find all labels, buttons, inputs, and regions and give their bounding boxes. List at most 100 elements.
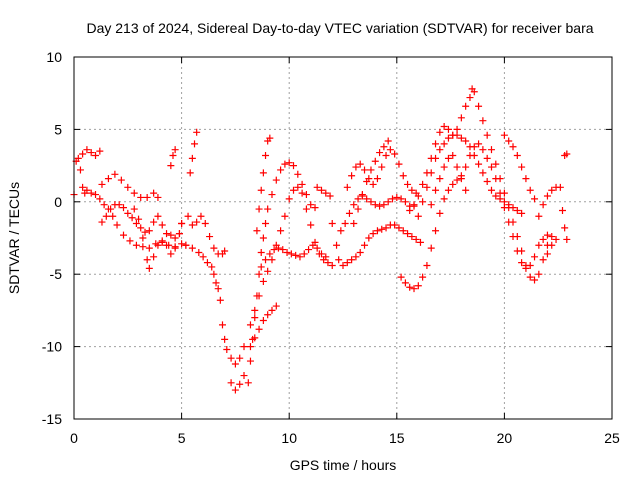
data-point-plus-marker (548, 241, 556, 249)
data-point-plus-marker (130, 189, 138, 197)
data-point-plus-marker (262, 256, 270, 264)
data-point-plus-marker (199, 253, 207, 261)
data-point-plus-marker (479, 117, 487, 125)
data-point-plus-marker (466, 143, 474, 151)
data-point-plus-marker (410, 285, 418, 293)
data-point-plus-marker (246, 343, 254, 351)
data-point-plus-marker (348, 256, 356, 264)
data-point-plus-marker (457, 114, 465, 122)
data-point-plus-marker (281, 160, 289, 168)
data-point-plus-marker (163, 230, 171, 238)
data-point-plus-marker (376, 149, 384, 157)
data-point-plus-marker (143, 193, 151, 201)
data-point-plus-marker (268, 306, 276, 314)
data-point-plus-marker (406, 206, 414, 214)
data-point-plus-marker (79, 183, 87, 191)
y-axis-label: SDTVAR / TECUs (6, 182, 22, 294)
data-point-plus-marker (221, 335, 229, 343)
data-point-plus-marker (104, 175, 112, 183)
data-point-plus-marker (313, 244, 321, 252)
data-point-plus-marker (401, 198, 409, 206)
data-point-plus-marker (201, 220, 209, 228)
data-point-plus-marker (145, 244, 153, 252)
data-point-plus-marker (264, 267, 272, 275)
data-point-plus-marker (130, 205, 138, 213)
data-point-plus-marker (395, 160, 403, 168)
data-point-plus-marker (363, 195, 371, 203)
x-tick-labels: 0 5 10 15 20 25 (70, 430, 620, 446)
data-point-plus-marker (171, 244, 179, 252)
data-point-plus-marker (79, 150, 87, 158)
data-point-plus-marker (509, 204, 517, 212)
data-point-plus-marker (283, 248, 291, 256)
x-tick-label: 5 (178, 430, 186, 446)
data-point-plus-marker (83, 146, 91, 154)
data-point-plus-marker (462, 186, 470, 194)
data-point-plus-marker (393, 193, 401, 201)
data-point-plus-marker (262, 151, 270, 159)
data-point-plus-marker (427, 201, 435, 209)
data-point-plus-marker (378, 163, 386, 171)
data-point-plus-marker (171, 146, 179, 154)
data-point-plus-marker (522, 262, 530, 270)
data-point-plus-marker (419, 198, 427, 206)
data-point-plus-marker (305, 246, 313, 254)
data-point-plus-marker (83, 186, 91, 194)
data-point-plus-marker (186, 169, 194, 177)
data-point-plus-marker (535, 212, 543, 220)
data-point-plus-marker (277, 166, 285, 174)
data-point-plus-marker (175, 230, 183, 238)
data-point-plus-marker (268, 191, 276, 199)
data-point-plus-marker (526, 273, 534, 281)
data-point-plus-marker (462, 163, 470, 171)
data-point-plus-marker (322, 253, 330, 261)
data-point-plus-marker (440, 123, 448, 131)
data-point-plus-marker (543, 231, 551, 239)
data-point-plus-marker (259, 277, 267, 285)
data-point-plus-marker (251, 314, 259, 322)
x-tick-label: 10 (281, 430, 297, 446)
data-point-plus-marker (399, 172, 407, 180)
data-point-plus-marker (251, 306, 259, 314)
data-point-plus-marker (132, 241, 140, 249)
data-point-plus-marker (475, 160, 483, 168)
data-point-plus-marker (470, 151, 478, 159)
data-point-plus-marker (548, 186, 556, 194)
data-point-plus-marker (522, 175, 530, 183)
data-point-plus-marker (399, 227, 407, 235)
data-point-plus-marker (259, 234, 267, 242)
data-point-plus-marker (182, 241, 190, 249)
data-point-plus-marker (414, 282, 422, 290)
data-point-plus-marker (132, 220, 140, 228)
data-point-plus-marker (307, 221, 315, 229)
data-point-plus-marker (462, 102, 470, 110)
data-point-plus-marker (531, 276, 539, 284)
data-point-plus-marker (363, 178, 371, 186)
data-point-plus-marker (453, 176, 461, 184)
y-tick-label: 10 (46, 49, 62, 65)
data-point-plus-marker (384, 198, 392, 206)
data-point-plus-marker (436, 146, 444, 154)
data-point-plus-marker (552, 235, 560, 243)
data-point-plus-marker (361, 241, 369, 249)
data-point-plus-marker (427, 169, 435, 177)
data-point-plus-marker (365, 234, 373, 242)
data-point-plus-marker (150, 253, 158, 261)
data-point-plus-marker (410, 201, 418, 209)
data-point-plus-marker (257, 263, 265, 271)
data-point-plus-marker (87, 189, 95, 197)
data-point-plus-marker (218, 321, 226, 329)
data-point-plus-marker (109, 212, 117, 220)
data-point-plus-marker (513, 233, 521, 241)
data-point-plus-marker (348, 172, 356, 180)
data-point-plus-marker (216, 296, 224, 304)
chart-title: Day 213 of 2024, Sidereal Day-to-day VTE… (86, 20, 593, 36)
data-point-plus-marker (539, 256, 547, 264)
data-point-plus-marker (518, 163, 526, 171)
data-point-plus-marker (444, 186, 452, 194)
data-point-plus-marker (98, 180, 106, 188)
data-point-plus-marker (279, 246, 287, 254)
data-point-plus-marker (119, 204, 127, 212)
data-point-plus-marker (432, 227, 440, 235)
data-point-plus-marker (145, 264, 153, 272)
